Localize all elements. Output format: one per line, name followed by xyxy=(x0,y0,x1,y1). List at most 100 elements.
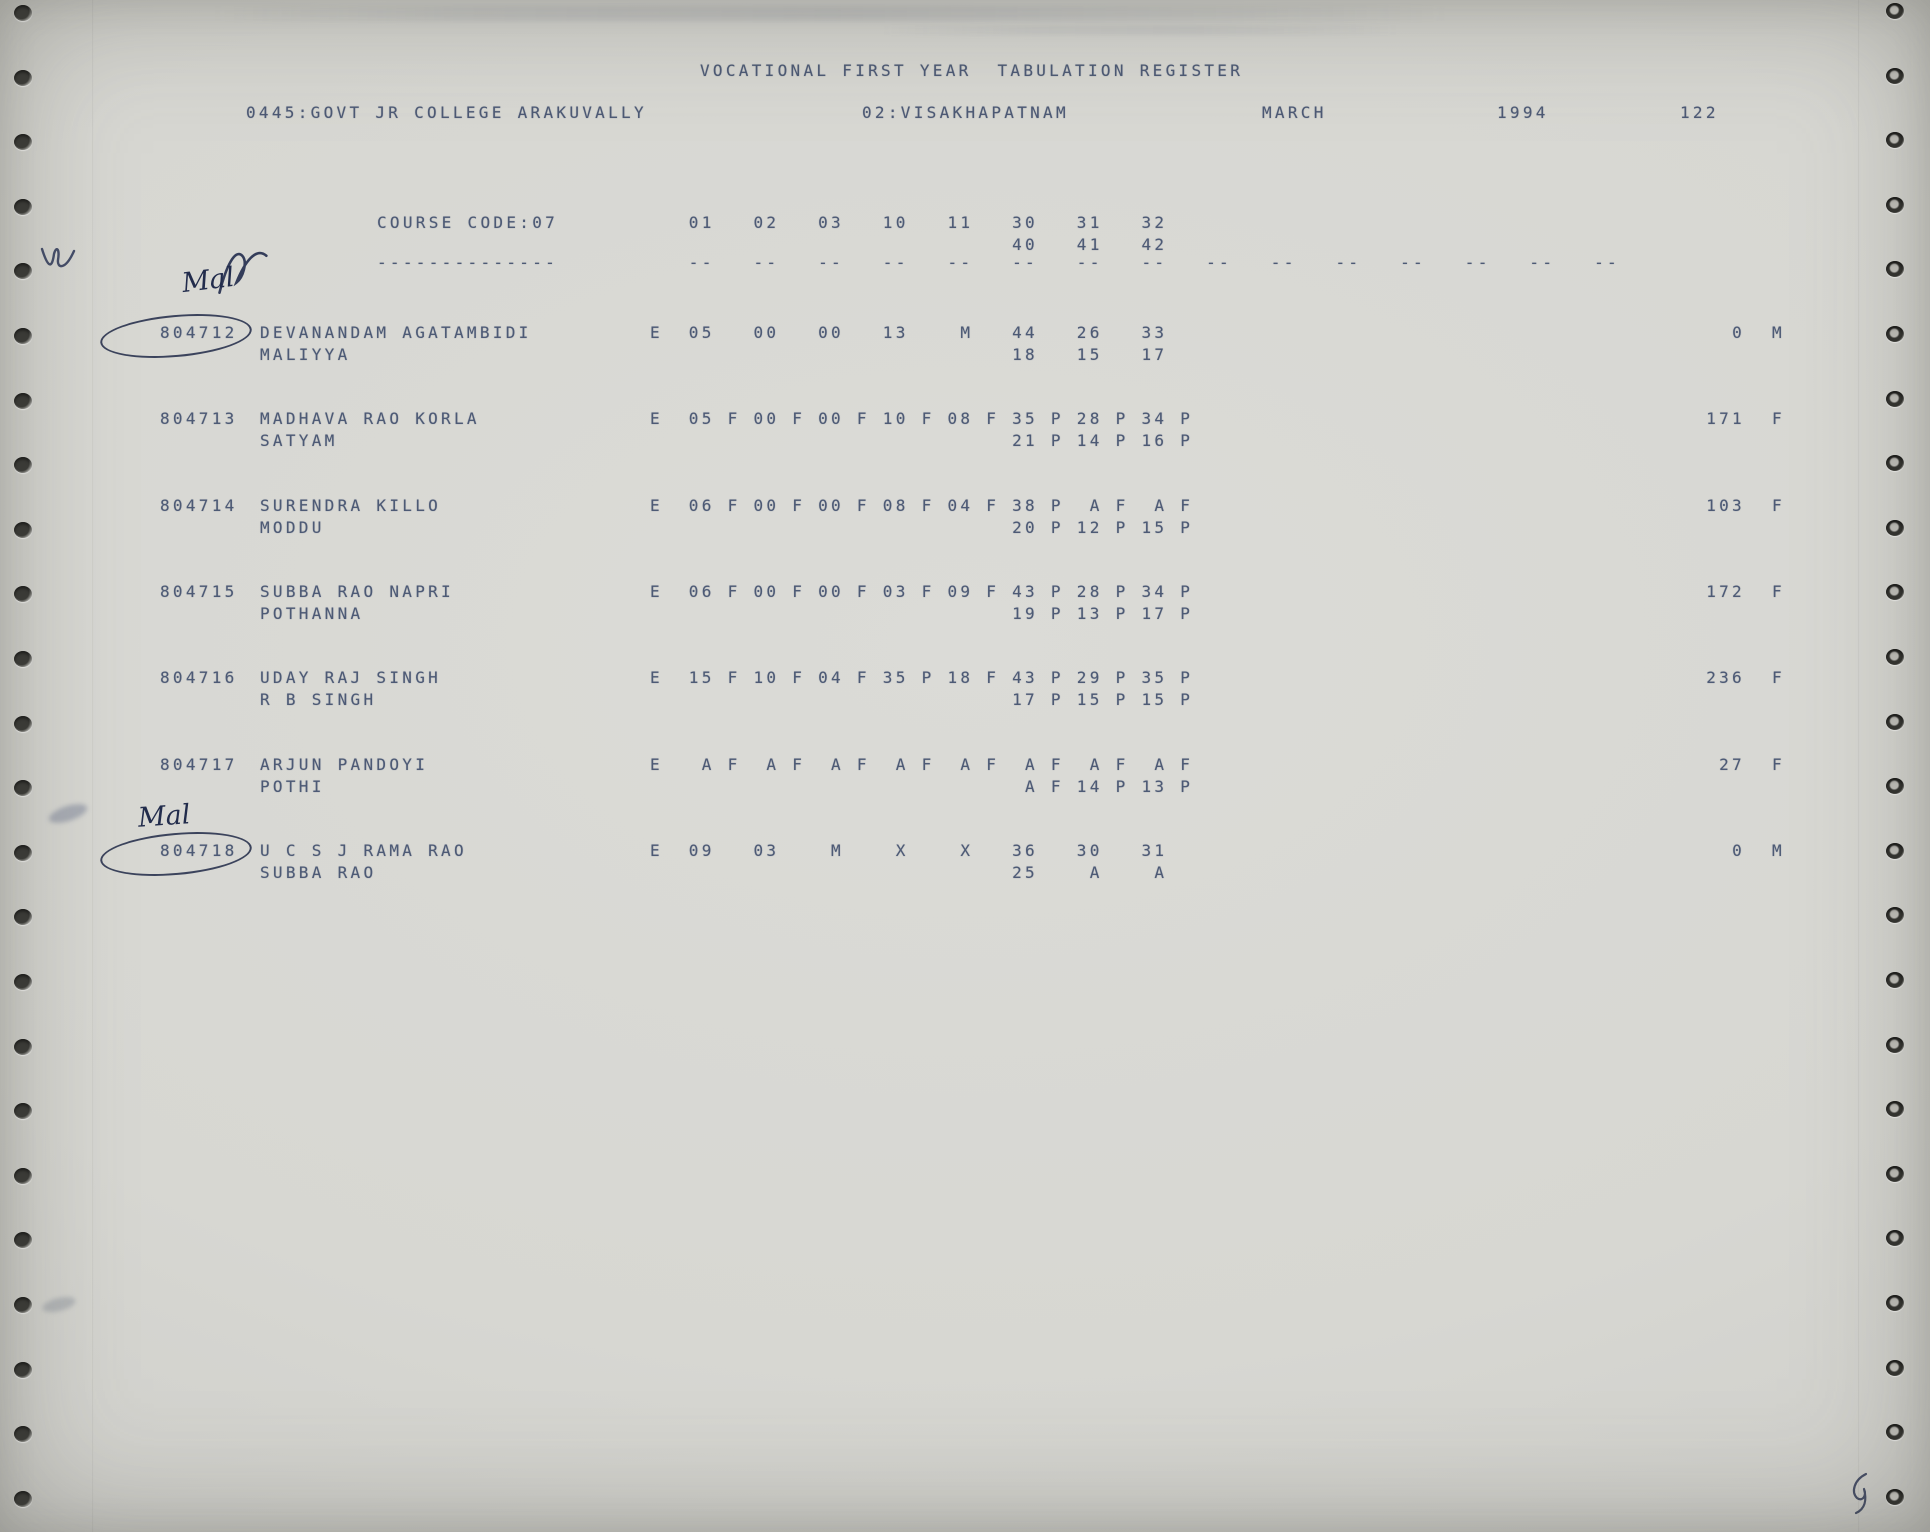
underline-course: -------------- xyxy=(377,253,559,272)
sprocket-hole xyxy=(14,457,32,474)
result-flag: F xyxy=(1772,496,1785,515)
sprocket-hole xyxy=(14,974,32,990)
sprocket-hole xyxy=(14,1297,32,1313)
sprocket-hole xyxy=(1886,649,1904,665)
sprocket-hole xyxy=(14,5,32,21)
father-name: SUBBA RAO xyxy=(260,863,377,882)
sprocket-hole xyxy=(1886,132,1904,149)
sprocket-hole xyxy=(1886,519,1904,536)
total-marks: 0 xyxy=(1732,841,1745,860)
marks-line-2: 19 P 13 P 17 P xyxy=(650,604,1194,623)
pen-annotation-mal: Mal xyxy=(136,799,192,834)
reg-no: 804714 xyxy=(160,496,238,515)
sprocket-hole xyxy=(14,715,32,732)
candidate-name: MADHAVA RAO KORLA xyxy=(260,409,480,428)
sprocket-hole xyxy=(14,586,32,603)
page-title: VOCATIONAL FIRST YEAR TABULATION REGISTE… xyxy=(700,61,1244,80)
table-row: 804715 SUBBA RAO NAPRI POTHANNA E 06 F 0… xyxy=(0,583,1930,669)
father-name: R B SINGH xyxy=(260,690,377,709)
sprocket-hole xyxy=(1886,778,1904,795)
sprocket-hole xyxy=(1886,972,1904,988)
sprocket-hole xyxy=(14,1490,32,1507)
table-row: 804717 ARJUN PANDOYI POTHI E A F A F A F… xyxy=(0,756,1930,842)
pen-flourish xyxy=(218,251,268,295)
marks-line-2: 21 P 14 P 16 P xyxy=(650,431,1194,450)
sprocket-hole xyxy=(14,328,32,344)
pen-hook-mark xyxy=(1852,1472,1868,1515)
sprocket-hole xyxy=(1886,3,1904,19)
marks-line-1: E 05 00 00 13 M 44 26 33 xyxy=(650,323,1168,342)
reg-no: 804712 xyxy=(160,323,238,342)
sprocket-hole xyxy=(1886,1230,1904,1247)
marks-line-1: E 06 F 00 F 00 F 03 F 09 F 43 P 28 P 34 … xyxy=(650,582,1194,601)
marks-line-2: A F 14 P 13 P xyxy=(650,777,1194,796)
total-marks: 172 xyxy=(1706,582,1745,601)
result-flag: F xyxy=(1772,409,1785,428)
page-number: 122 xyxy=(1680,103,1719,122)
sprocket-hole xyxy=(1886,455,1904,472)
marks-line-2: 25 A A xyxy=(650,863,1168,882)
candidate-name: UDAY RAJ SINGH xyxy=(260,668,442,687)
table-row: 804714 SURENDRA KILLO MODDU E 06 F 00 F … xyxy=(0,497,1930,583)
reg-no: 804716 xyxy=(160,668,238,687)
sprocket-hole xyxy=(1886,390,1904,407)
pen-annotation-mal: Mal xyxy=(180,251,268,299)
reg-no: 804715 xyxy=(160,582,238,601)
pen-annotation-text: Mal xyxy=(136,799,192,834)
reg-no: 804717 xyxy=(160,755,238,774)
result-flag: F xyxy=(1772,582,1785,601)
reg-no: 804718 xyxy=(160,841,238,860)
marks-line-2: 17 P 15 P 15 P xyxy=(650,690,1194,709)
sprocket-hole xyxy=(14,1038,32,1055)
sprocket-hole xyxy=(1886,1488,1904,1505)
result-flag: F xyxy=(1772,668,1785,687)
exam-year: 1994 xyxy=(1497,103,1549,122)
sprocket-hole xyxy=(14,1167,32,1184)
sprocket-hole xyxy=(1886,67,1904,84)
sprocket-hole xyxy=(14,198,32,215)
marks-line-1: E A F A F A F A F A F A F A F A F xyxy=(650,755,1194,774)
sprocket-hole xyxy=(1886,1295,1904,1311)
sprocket-hole xyxy=(1886,326,1904,342)
district-name: 02:VISAKHAPATNAM xyxy=(862,103,1069,122)
college-name: 0445:GOVT JR COLLEGE ARAKUVALLY xyxy=(246,103,647,122)
subject-codes-line-1: 01 02 03 10 11 30 31 32 xyxy=(650,213,1168,232)
result-flag: M xyxy=(1772,841,1785,860)
paper-crease xyxy=(1858,0,1860,1532)
sprocket-hole xyxy=(14,134,32,151)
total-marks: 0 xyxy=(1732,323,1745,342)
sprocket-hole xyxy=(1886,1101,1904,1118)
total-marks: 171 xyxy=(1706,409,1745,428)
course-code-label: COURSE CODE:07 xyxy=(377,213,559,232)
sprocket-hole xyxy=(14,909,32,926)
sprocket-hole xyxy=(14,844,32,861)
sprocket-hole xyxy=(1886,907,1904,924)
sprocket-hole xyxy=(1886,1036,1904,1053)
father-name: MODDU xyxy=(260,518,325,537)
pen-squiggle-mark xyxy=(40,247,76,268)
sprocket-hole xyxy=(14,69,32,86)
sprocket-hole xyxy=(1886,584,1904,601)
sprocket-hole xyxy=(1886,261,1904,278)
table-row: Mal 804712 DEVANANDAM AGATAMBIDI MALIYYA… xyxy=(0,251,1930,410)
subject-codes-line-2: 40 41 42 xyxy=(650,235,1168,254)
marks-line-1: E 15 F 10 F 04 F 35 P 18 F 43 P 29 P 35 … xyxy=(650,668,1194,687)
candidate-name: DEVANANDAM AGATAMBIDI xyxy=(260,323,532,342)
result-flag: M xyxy=(1772,323,1785,342)
candidate-name: U C S J RAMA RAO xyxy=(260,841,467,860)
sprocket-hole xyxy=(14,392,32,409)
candidate-name: SURENDRA KILLO xyxy=(260,496,442,515)
reg-no: 804713 xyxy=(160,409,238,428)
marks-line-1: E 05 F 00 F 00 F 10 F 08 F 35 P 28 P 34 … xyxy=(650,409,1194,428)
paper-crease xyxy=(92,0,94,1532)
sprocket-hole xyxy=(14,1103,32,1120)
sprocket-hole xyxy=(1886,196,1904,213)
total-marks: 27 xyxy=(1719,755,1745,774)
father-name: POTHI xyxy=(260,777,325,796)
sprocket-hole xyxy=(14,263,32,280)
father-name: POTHANNA xyxy=(260,604,364,623)
sprocket-hole xyxy=(1886,1424,1904,1441)
underline-columns: -- -- -- -- -- -- -- -- -- -- -- -- -- -… xyxy=(650,253,1620,272)
ghost-print-smear xyxy=(880,25,1400,35)
father-name: MALIYYA xyxy=(260,345,351,364)
